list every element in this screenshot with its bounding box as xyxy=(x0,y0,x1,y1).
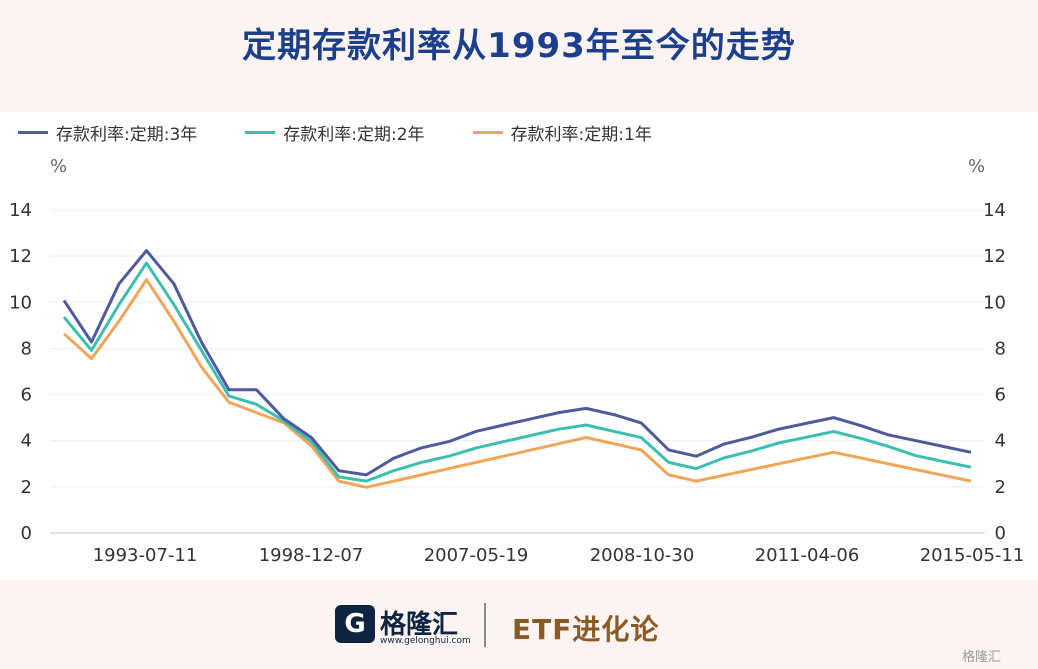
y-tick-label-right: 6 xyxy=(995,385,1006,406)
y-tick-label-left: 2 xyxy=(21,477,32,498)
legend-label-3y: 存款利率:定期:3年 xyxy=(56,125,198,145)
y-axis-unit-right: % xyxy=(968,156,986,177)
y-tick-label-right: 2 xyxy=(995,477,1006,498)
line-chart: 0 0 2 2 4 4 6 6 8 8 10 10 12 12 14 14 1993-07-11 1998-12-… xyxy=(9,200,1025,566)
series-line xyxy=(62,261,972,483)
y-tick-label-right: 8 xyxy=(995,338,1006,359)
y-tick-label-right: 10 xyxy=(983,292,1006,313)
gelonghui-logo-icon: G xyxy=(335,605,375,643)
x-tick-label: 2011-04-06 xyxy=(755,545,860,566)
footer xyxy=(0,580,1038,669)
chart-title: 定期存款利率从1993年至今的走势 xyxy=(242,26,796,66)
etf-brand: ETF进化论 xyxy=(512,613,660,646)
footer-divider xyxy=(484,603,486,647)
y-tick-label-right: 0 xyxy=(995,523,1006,544)
watermark: 格隆汇 xyxy=(962,650,1002,665)
y-tick-label-right: 4 xyxy=(995,431,1006,452)
legend-swatch-3y xyxy=(18,131,48,134)
legend-label-1y: 存款利率:定期:1年 xyxy=(510,125,652,145)
x-tick-label: 1998-12-07 xyxy=(259,545,364,566)
series-line xyxy=(62,249,972,477)
legend: 存款利率:定期:3年 存款利率:定期:2年 存款利率:定期:1年 xyxy=(18,120,652,145)
x-tick-label: 2015-05-11 xyxy=(920,545,1025,566)
legend-item-2y[interactable]: 存款利率:定期:2年 xyxy=(245,120,425,145)
y-tick-label-left: 14 xyxy=(9,200,32,221)
y-tick-label-right: 12 xyxy=(983,246,1006,267)
legend-label-2y: 存款利率:定期:2年 xyxy=(283,125,425,145)
brand-url: www.gelonghui.com xyxy=(380,636,471,646)
series-line xyxy=(62,278,972,489)
y-tick-label-left: 6 xyxy=(21,385,32,406)
legend-swatch-2y xyxy=(245,131,276,134)
y-tick-label-left: 8 xyxy=(21,338,32,359)
y-axis-unit-left: % xyxy=(50,156,68,177)
y-tick-label-left: 10 xyxy=(9,292,32,313)
x-tick-label: 2008-10-30 xyxy=(590,545,695,566)
brand-name: 格隆汇 xyxy=(380,610,459,640)
y-tick-label-left: 12 xyxy=(9,246,32,267)
y-tick-label-left: 4 xyxy=(21,431,32,452)
y-tick-label-left: 0 xyxy=(21,523,32,544)
x-tick-label: 2007-05-19 xyxy=(424,545,529,566)
legend-item-1y[interactable]: 存款利率:定期:1年 xyxy=(472,120,652,145)
legend-item-3y[interactable]: 存款利率:定期:3年 xyxy=(18,120,197,145)
x-tick-label: 1993-07-11 xyxy=(93,545,198,566)
y-tick-label-right: 14 xyxy=(983,200,1006,221)
legend-swatch-1y xyxy=(472,131,503,134)
plot-area xyxy=(0,112,1038,580)
